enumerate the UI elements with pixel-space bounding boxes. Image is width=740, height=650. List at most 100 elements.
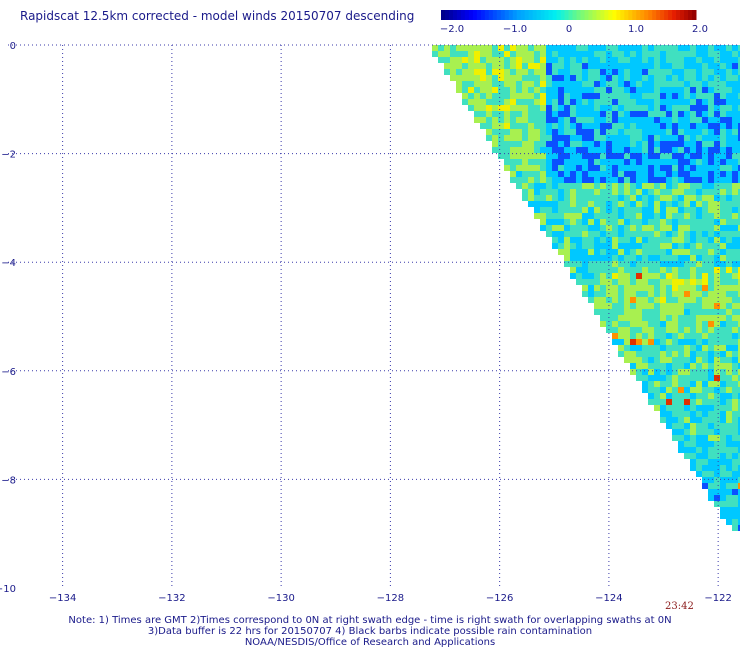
swath-cell: [690, 291, 696, 297]
swath-cell: [576, 45, 582, 51]
swath-cell: [732, 279, 738, 285]
swath-cell: [738, 213, 740, 219]
swath-cell: [654, 171, 660, 177]
swath-cell: [552, 51, 558, 57]
swath-cell: [684, 57, 690, 63]
swath-cell: [732, 273, 738, 279]
swath-cell: [606, 93, 612, 99]
swath-cell: [726, 291, 732, 297]
swath-cell: [678, 255, 684, 261]
swath-cell: [738, 201, 740, 207]
swath-cell: [630, 123, 636, 129]
swath-cell: [738, 387, 740, 393]
swath-cell: [732, 51, 738, 57]
swath-cell: [738, 321, 740, 327]
swath-cell: [696, 327, 702, 333]
swath-cell: [516, 57, 522, 63]
swath-cell: [522, 123, 528, 129]
swath-cell: [648, 309, 654, 315]
colorbar-segment: [636, 10, 641, 20]
swath-cell: [498, 69, 504, 75]
swath-cell: [534, 57, 540, 63]
swath-cell: [534, 51, 540, 57]
swath-cell: [642, 339, 648, 345]
swath-cell: [540, 63, 546, 69]
swath-cell: [576, 111, 582, 117]
swath-cell: [684, 243, 690, 249]
swath-cell: [558, 171, 564, 177]
swath-cell: [642, 177, 648, 183]
swath-cell: [720, 93, 726, 99]
swath-cell: [672, 141, 678, 147]
swath-cell: [648, 99, 654, 105]
swath-cell: [738, 183, 740, 189]
swath-cell: [498, 81, 504, 87]
swath-cell: [528, 51, 534, 57]
swath-cell: [612, 111, 618, 117]
swath-cell: [588, 117, 594, 123]
swath-cell: [714, 315, 720, 321]
swath-cell: [612, 231, 618, 237]
swath-cell: [534, 165, 540, 171]
swath-cell: [720, 81, 726, 87]
swath-cell: [654, 135, 660, 141]
swath-cell: [492, 105, 498, 111]
swath-cell: [630, 87, 636, 93]
swath-cell: [678, 279, 684, 285]
swath-cell: [678, 129, 684, 135]
swath-cell: [654, 243, 660, 249]
swath-cell: [678, 261, 684, 267]
swath-cell: [606, 273, 612, 279]
swath-cell: [570, 165, 576, 171]
swath-cell: [702, 477, 708, 483]
swath-cell: [702, 363, 708, 369]
swath-cell: [738, 243, 740, 249]
swath-cell: [624, 195, 630, 201]
swath-cell: [504, 99, 510, 105]
swath-cell: [606, 105, 612, 111]
swath-cell: [720, 495, 726, 501]
swath-cell: [732, 507, 738, 513]
swath-cell: [576, 177, 582, 183]
swath-cell: [510, 45, 516, 51]
swath-cell: [690, 69, 696, 75]
swath-cell: [582, 195, 588, 201]
swath-cell: [522, 117, 528, 123]
swath-cell: [636, 375, 642, 381]
swath-cell: [612, 321, 618, 327]
swath-cell: [714, 303, 720, 309]
swath-cell: [702, 339, 708, 345]
swath-cell: [660, 315, 666, 321]
swath-cell: [528, 147, 534, 153]
swath-cell: [660, 261, 666, 267]
swath-cell: [732, 387, 738, 393]
swath-cell: [618, 51, 624, 57]
swath-cell: [630, 51, 636, 57]
swath-cell: [720, 105, 726, 111]
swath-cell: [708, 177, 714, 183]
swath-cell: [612, 213, 618, 219]
swath-cell: [720, 507, 726, 513]
colorbar-tick-label: −2.0: [440, 24, 464, 35]
swath-cell: [684, 177, 690, 183]
swath-cell: [696, 393, 702, 399]
swath-cell: [684, 69, 690, 75]
swath-cell: [552, 243, 558, 249]
swath-cell: [714, 111, 720, 117]
swath-cell: [576, 129, 582, 135]
swath-cell: [654, 309, 660, 315]
swath-cell: [678, 231, 684, 237]
swath-cell: [624, 207, 630, 213]
swath-cell: [690, 333, 696, 339]
swath-cell: [660, 117, 666, 123]
swath-cell: [726, 513, 732, 519]
swath-cell: [630, 279, 636, 285]
swath-cell: [666, 75, 672, 81]
swath-cell: [450, 69, 456, 75]
swath-cell: [618, 63, 624, 69]
swath-cell: [732, 177, 738, 183]
colorbar-segment: [536, 10, 542, 20]
swath-cell: [720, 291, 726, 297]
swath-cell: [498, 147, 504, 153]
swath-cell: [636, 345, 642, 351]
